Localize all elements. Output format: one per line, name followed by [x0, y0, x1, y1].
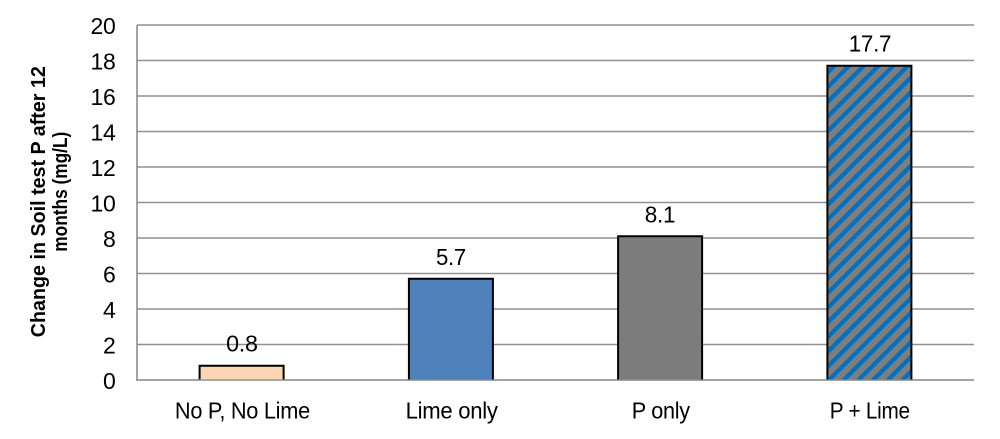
svg-text:Lime only: Lime only: [406, 398, 499, 424]
svg-text:12: 12: [91, 155, 116, 181]
svg-text:months (mg/L): months (mg/L): [50, 132, 72, 252]
svg-text:18: 18: [91, 49, 116, 75]
svg-text:17.7: 17.7: [849, 31, 892, 57]
svg-text:4: 4: [103, 297, 116, 323]
svg-text:10: 10: [91, 191, 116, 217]
svg-text:Change in Soil test P after 12: Change in Soil test P after 12: [28, 66, 50, 337]
svg-text:20: 20: [91, 13, 116, 39]
svg-text:0.8: 0.8: [226, 331, 258, 357]
svg-text:8.1: 8.1: [645, 201, 676, 227]
svg-text:P only: P only: [632, 398, 691, 424]
svg-text:14: 14: [91, 120, 116, 146]
svg-text:8: 8: [103, 226, 116, 252]
svg-text:6: 6: [103, 262, 116, 288]
svg-text:5.7: 5.7: [436, 244, 466, 270]
svg-text:P + Lime: P + Lime: [830, 398, 910, 424]
svg-text:2: 2: [103, 333, 116, 359]
svg-text:No P, No Lime: No P, No Lime: [175, 398, 310, 424]
svg-text:0: 0: [103, 368, 116, 394]
svg-text:16: 16: [91, 84, 116, 110]
